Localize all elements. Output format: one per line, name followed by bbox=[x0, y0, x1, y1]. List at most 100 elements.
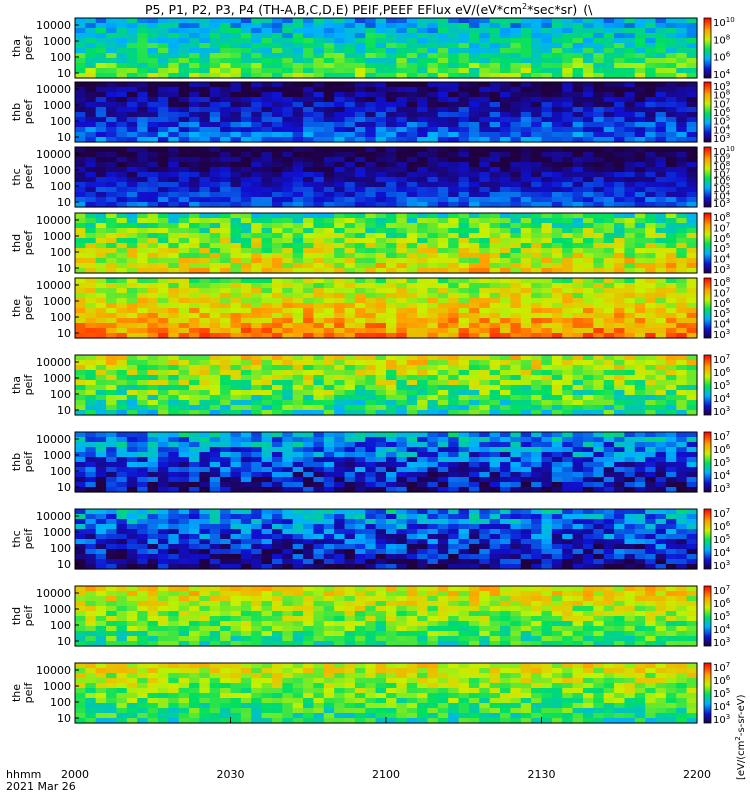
colorbar-tick-label: 106 bbox=[713, 106, 731, 119]
colorbar-tick-label: 104 bbox=[713, 123, 731, 136]
y-tick-label: 1000 bbox=[43, 35, 71, 48]
panel-frame bbox=[74, 585, 698, 647]
panel-label: thcpeef bbox=[10, 164, 35, 190]
y-tick-label: 100 bbox=[50, 542, 71, 555]
y-tick-label: 10 bbox=[57, 712, 71, 725]
y-tick-label: 1000 bbox=[43, 372, 71, 385]
y-tick-label: 10000 bbox=[36, 214, 71, 227]
colorbar bbox=[703, 17, 712, 79]
colorbar-tick-label: 103 bbox=[713, 197, 730, 210]
colorbar bbox=[703, 354, 712, 416]
colorbar-tick-label: 109 bbox=[713, 152, 730, 165]
x-date-label: 2021 Mar 26 bbox=[6, 780, 76, 793]
colorbar-tick-label: 106 bbox=[713, 443, 731, 456]
y-tick-label: 10000 bbox=[36, 510, 71, 523]
y-tick-label: 100 bbox=[50, 465, 71, 478]
panel-label: thcpeif bbox=[10, 528, 35, 550]
colorbar-tick-label: 103 bbox=[713, 713, 730, 726]
panel-label: thdpeef bbox=[10, 230, 35, 256]
y-tick-label: 10 bbox=[57, 262, 71, 275]
panel-label: thdpeif bbox=[10, 605, 35, 627]
colorbar-tick-label: 106 bbox=[713, 297, 731, 310]
panel-label: thepeef bbox=[10, 295, 35, 321]
panel-label: thapeif bbox=[10, 374, 35, 396]
colorbar bbox=[703, 277, 712, 339]
colorbar-tick-label: 105 bbox=[713, 307, 730, 320]
panel-frame bbox=[74, 508, 698, 570]
y-tick-label: 10 bbox=[57, 481, 71, 494]
spectrogram-cells bbox=[75, 432, 698, 493]
colorbar bbox=[703, 585, 712, 647]
colorbar-tick-label: 105 bbox=[713, 182, 730, 195]
y-tick-label: 1000 bbox=[43, 680, 71, 693]
colorbar-tick-label: 106 bbox=[713, 674, 731, 687]
y-tick-label: 100 bbox=[50, 246, 71, 259]
y-tick-label: 1000 bbox=[43, 164, 71, 177]
y-tick-label: 10000 bbox=[36, 433, 71, 446]
colorbar-tick-label: 108 bbox=[713, 276, 730, 289]
y-tick-label: 10000 bbox=[36, 19, 71, 32]
colorbar-tick-label: 104 bbox=[713, 68, 731, 81]
colorbar-tick-label: 104 bbox=[713, 623, 731, 636]
spectrogram-cells bbox=[75, 278, 698, 339]
colorbar-tick-label: 105 bbox=[713, 115, 730, 128]
y-tick-label: 100 bbox=[50, 115, 71, 128]
colorbar-tick-label: 103 bbox=[713, 132, 730, 145]
y-tick-label: 10 bbox=[57, 327, 71, 340]
colorbar-tick-label: 104 bbox=[713, 700, 731, 713]
colorbar bbox=[703, 146, 712, 208]
panel-frame bbox=[74, 17, 698, 79]
colorbar bbox=[703, 212, 712, 274]
spectrogram-cells bbox=[75, 18, 698, 79]
y-tick-label: 1000 bbox=[43, 99, 71, 112]
colorbar-tick-label: 107 bbox=[713, 430, 730, 443]
y-tick-label: 1000 bbox=[43, 449, 71, 462]
y-tick-label: 100 bbox=[50, 696, 71, 709]
spectrogram-cells bbox=[75, 509, 698, 570]
y-tick-label: 10 bbox=[57, 196, 71, 209]
colorbar-tick-label: 107 bbox=[713, 353, 730, 366]
colorbar-tick-label: 107 bbox=[713, 221, 730, 234]
figure-title: P5, P1, P2, P3, P4 (TH-A,B,C,D,E) PEIF,P… bbox=[145, 2, 593, 17]
panel-frame bbox=[74, 146, 698, 208]
colorbar-tick-label: 106 bbox=[713, 366, 731, 379]
panel-frame bbox=[74, 354, 698, 416]
y-tick-label: 10000 bbox=[36, 356, 71, 369]
y-tick-label: 1000 bbox=[43, 603, 71, 616]
spectrogram-cells bbox=[75, 147, 698, 208]
panel-label: thapeef bbox=[10, 35, 35, 61]
spectrogram-cells bbox=[75, 663, 698, 724]
colorbar bbox=[703, 81, 712, 143]
panel-frame bbox=[74, 212, 698, 274]
x-tick-label: 2000 bbox=[61, 768, 89, 781]
colorbar-tick-label: 104 bbox=[713, 318, 731, 331]
colorbar-tick-label: 1010 bbox=[713, 145, 735, 158]
colorbar-tick-label: 109 bbox=[713, 80, 730, 93]
x-tick-label: 2030 bbox=[217, 768, 245, 781]
colorbar-tick-label: 107 bbox=[713, 507, 730, 520]
colorbar-tick-label: 103 bbox=[713, 482, 730, 495]
colorbar-unit-label: [eV/(cm2-s-sr-eV) bbox=[734, 694, 747, 780]
y-tick-label: 10000 bbox=[36, 587, 71, 600]
spectrogram-cells bbox=[75, 355, 698, 416]
spectrogram-cells bbox=[75, 213, 698, 274]
colorbar-tick-label: 107 bbox=[713, 167, 730, 180]
colorbar-tick-label: 105 bbox=[713, 610, 730, 623]
y-tick-label: 100 bbox=[50, 388, 71, 401]
colorbar-tick-label: 105 bbox=[713, 687, 730, 700]
colorbar-tick-label: 108 bbox=[713, 33, 730, 46]
y-tick-label: 100 bbox=[50, 180, 71, 193]
colorbar bbox=[703, 662, 712, 724]
y-tick-label: 10 bbox=[57, 558, 71, 571]
colorbar bbox=[703, 508, 712, 570]
panel-label: thepeif bbox=[10, 682, 35, 704]
panel-frame bbox=[74, 431, 698, 493]
colorbar-tick-label: 1010 bbox=[713, 16, 735, 29]
panel-frame bbox=[74, 81, 698, 143]
colorbar-tick-label: 105 bbox=[713, 533, 730, 546]
